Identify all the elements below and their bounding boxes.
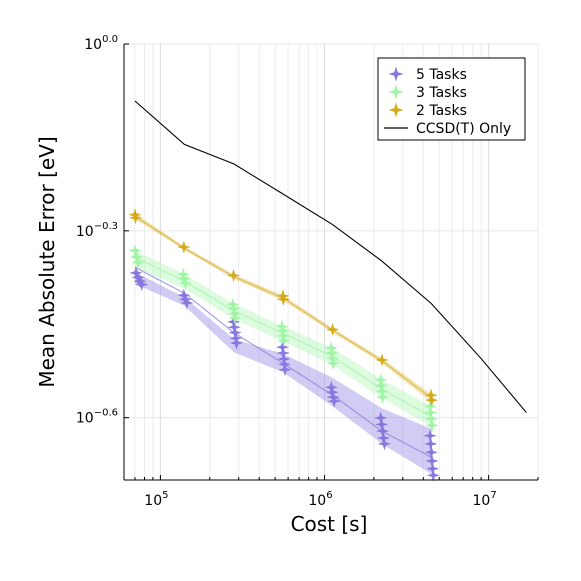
data-point-5-tasks — [327, 394, 341, 408]
band-2-tasks — [134, 213, 432, 403]
data-point-5-tasks — [180, 296, 194, 310]
axes — [123, 43, 539, 481]
data-point-3-tasks — [375, 390, 390, 404]
data-point-2-tasks — [375, 353, 389, 367]
data-point-3-tasks — [228, 311, 242, 325]
x-tick-label: 105 — [144, 490, 168, 509]
x-tick-label: 106 — [308, 490, 332, 509]
legend-marker-5-tasks — [388, 66, 404, 82]
data-point-3-tasks — [425, 418, 439, 433]
data-point-5-tasks — [178, 292, 193, 307]
data-point-5-tasks — [131, 270, 145, 285]
y-tick-label: 10−0.3 — [76, 221, 118, 240]
data-point-3-tasks — [178, 276, 193, 290]
y-axis-title: Mean Absolute Error [eV] — [35, 136, 59, 387]
data-point-5-tasks — [133, 274, 147, 288]
data-point-5-tasks — [177, 288, 191, 302]
legend-label-ccsd-t-only: CCSD(T) Only — [416, 121, 511, 137]
data-point-3-tasks — [277, 333, 291, 348]
legend-marker-3-tasks — [388, 84, 404, 100]
series-points — [128, 207, 440, 483]
y-tick-label: 10−0.6 — [76, 408, 118, 427]
data-point-2-tasks — [276, 292, 291, 307]
legend-label-2-tasks: 2 Tasks — [416, 103, 467, 119]
tick-labels: 105 106 107 100.0 10−0.3 10−0.6 — [76, 34, 497, 509]
data-point-2-tasks — [226, 268, 241, 283]
y-tick-label: 100.0 — [84, 34, 118, 53]
data-point-2-tasks — [177, 240, 191, 254]
x-axis-title: Cost [s] — [291, 512, 368, 536]
legend: 5 Tasks 3 Tasks 2 Tasks CCSD(T) Only — [377, 57, 526, 141]
band-5-tasks — [134, 272, 432, 474]
data-point-5-tasks — [426, 468, 440, 483]
data-point-5-tasks — [229, 336, 244, 350]
legend-marker-2-tasks — [388, 102, 404, 118]
legend-label-3-tasks: 3 Tasks — [416, 85, 467, 101]
series-line-ccsd-t-only — [134, 100, 527, 413]
legend-label-5-tasks: 5 Tasks — [416, 67, 467, 83]
data-point-5-tasks — [129, 266, 143, 280]
data-point-5-tasks — [377, 437, 392, 451]
data-point-2-tasks — [424, 393, 439, 407]
grid — [123, 43, 539, 480]
x-tick-label: 107 — [472, 490, 496, 509]
data-point-2-tasks — [128, 211, 143, 225]
data-point-3-tasks — [326, 356, 340, 371]
data-point-5-tasks — [135, 277, 149, 292]
data-point-3-tasks — [131, 255, 145, 270]
legend-box — [377, 57, 526, 141]
data-point-5-tasks — [278, 362, 292, 377]
data-point-2-tasks — [325, 322, 340, 337]
